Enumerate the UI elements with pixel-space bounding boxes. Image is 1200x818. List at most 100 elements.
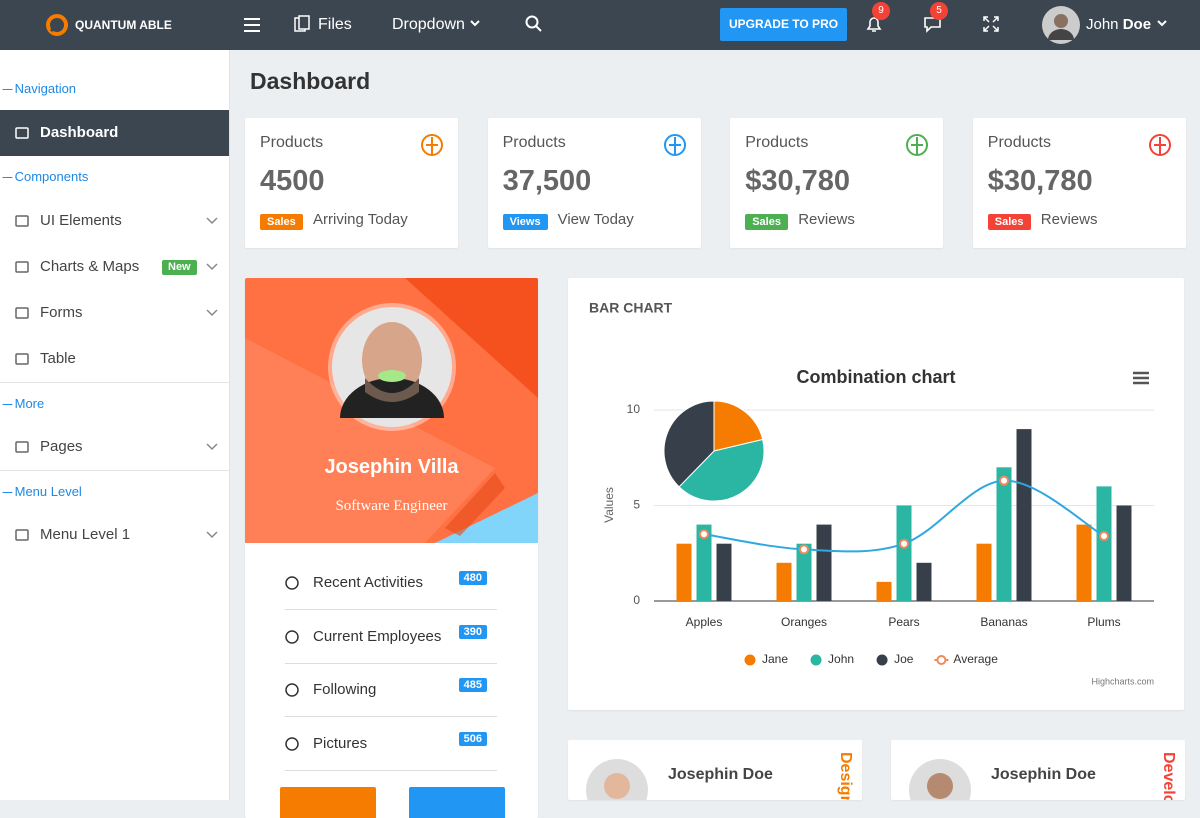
bar: [696, 524, 712, 601]
stat-label: Products: [745, 134, 809, 151]
profile-list-item[interactable]: Pictures 506: [285, 717, 497, 771]
sidebar-item[interactable]: Forms: [0, 290, 229, 336]
legend-item[interactable]: Average: [934, 652, 998, 666]
icon: [15, 215, 29, 227]
contact-role: Designer: [837, 752, 854, 800]
stat-value: 4500: [260, 165, 325, 197]
profile-list-item[interactable]: Following 485: [285, 663, 497, 717]
y-tick-label: 10: [627, 402, 641, 416]
chevron-shape: [206, 217, 218, 225]
sidebar-item[interactable]: Dashboard: [0, 110, 229, 156]
icon-shape: [285, 736, 299, 751]
stat-value: $30,780: [745, 165, 851, 197]
icon-shape: [285, 576, 299, 590]
spline-marker: [699, 529, 709, 540]
chevron-shape: [206, 263, 218, 271]
profile-list-count: 480: [458, 571, 487, 585]
chevron: [470, 20, 480, 27]
icon: [15, 441, 29, 453]
pie-slice: [713, 400, 764, 452]
stat-badge: Sales: [260, 214, 303, 230]
bar: [1076, 524, 1092, 601]
icon-shape: [15, 441, 29, 453]
legend-symbol: [744, 654, 756, 666]
contact-avatar: [586, 759, 648, 800]
stat-label: Products: [502, 134, 566, 151]
legend-item[interactable]: Jane: [744, 652, 789, 666]
y-axis-title: Values: [602, 487, 616, 523]
bar: [776, 562, 792, 601]
pie-slice: [663, 400, 715, 488]
page: QUANTUM ABLE Files Dropdown UPGRADE TO P…: [0, 0, 1200, 800]
profile-list-label: Following: [313, 681, 377, 698]
profile-button[interactable]: [409, 787, 505, 818]
sidebar-item[interactable]: Menu Level 1: [0, 512, 229, 558]
stat-badge: Sales: [745, 214, 788, 230]
stat-icon: [421, 134, 443, 156]
menu-toggle[interactable]: [244, 17, 260, 33]
files-link[interactable]: Files: [318, 16, 352, 33]
stat-badge: Views: [502, 214, 548, 230]
profile-list-item[interactable]: Current Employees 390: [285, 610, 497, 664]
chart-title: Combination chart: [796, 367, 955, 387]
stat-icon: [663, 134, 686, 156]
search-icon[interactable]: [525, 15, 543, 33]
chevron: [206, 443, 218, 451]
sidebar-item[interactable]: Charts & Maps New: [0, 244, 229, 290]
legend-symbol: [810, 654, 822, 666]
stat-card: Products 37,500 Views View Today: [487, 118, 701, 248]
legend-symbol: [876, 654, 888, 666]
legend-label: John: [828, 652, 854, 666]
profile-list-label: Recent Activities: [313, 574, 424, 591]
icon: [15, 307, 29, 319]
icon-shape: [285, 683, 299, 697]
x-tick-label: Plums: [1087, 615, 1120, 629]
spline-marker: [799, 544, 809, 555]
icon: [285, 629, 299, 644]
stat-icon: [906, 134, 929, 156]
icon-shape: [15, 307, 29, 319]
icon-shape: [911, 137, 924, 155]
icon-shape: [15, 215, 29, 227]
spline-marker: [999, 475, 1009, 486]
profile-role: Software Engineer: [335, 498, 448, 514]
sidebar-section: More: [0, 382, 229, 424]
y-tick-label: 0: [633, 593, 640, 607]
legend-item[interactable]: John: [810, 652, 855, 666]
sidebar-section: Components: [0, 156, 229, 198]
user-avatar[interactable]: [1042, 6, 1080, 44]
legend-label: Jane: [762, 652, 788, 666]
chart-card: BAR CHART Combination chart Values 0 5 10 Appl…: [568, 278, 1184, 710]
message-count: 5: [930, 2, 948, 20]
bar: [716, 543, 732, 601]
bar: [1016, 429, 1032, 601]
profile-list-label: Pictures: [313, 734, 368, 752]
fullscreen-icon[interactable]: [983, 16, 999, 32]
icon-shape: [15, 529, 29, 541]
chart: BAR CHART Combination chart Values 0 5 10 Appl…: [589, 300, 1154, 686]
profile-button[interactable]: [280, 787, 376, 818]
sidebar-item[interactable]: Table: [0, 336, 229, 382]
bar: [976, 543, 992, 601]
stat-card: Products $30,780 Sales Reviews: [972, 118, 1186, 248]
chevron: [206, 263, 218, 271]
bar: [796, 543, 812, 601]
profile-list-item[interactable]: Recent Activities 480: [285, 556, 497, 610]
user-name[interactable]: John Doe: [1086, 0, 1151, 50]
stat-label: Products: [987, 134, 1051, 151]
chart-menu[interactable]: [1133, 371, 1149, 385]
upgrade-button[interactable]: UPGRADE TO PRO: [720, 8, 847, 41]
icon: [285, 736, 299, 751]
stat-value: 37,500: [502, 165, 592, 197]
profile-list-label: Current Employees: [313, 627, 442, 645]
sidebar-item[interactable]: UI Elements: [0, 198, 229, 244]
sidebar-item[interactable]: Pages: [0, 424, 229, 470]
icon-shape: [426, 137, 438, 155]
profile-list-count: 390: [458, 624, 487, 639]
chart-credit: Highcharts.com: [1091, 676, 1154, 686]
bar: [876, 581, 892, 601]
x-tick-label: Bananas: [980, 615, 1027, 629]
dropdown-link[interactable]: Dropdown: [392, 16, 465, 33]
chevron: [206, 309, 218, 317]
legend-item[interactable]: Joe: [876, 652, 914, 666]
